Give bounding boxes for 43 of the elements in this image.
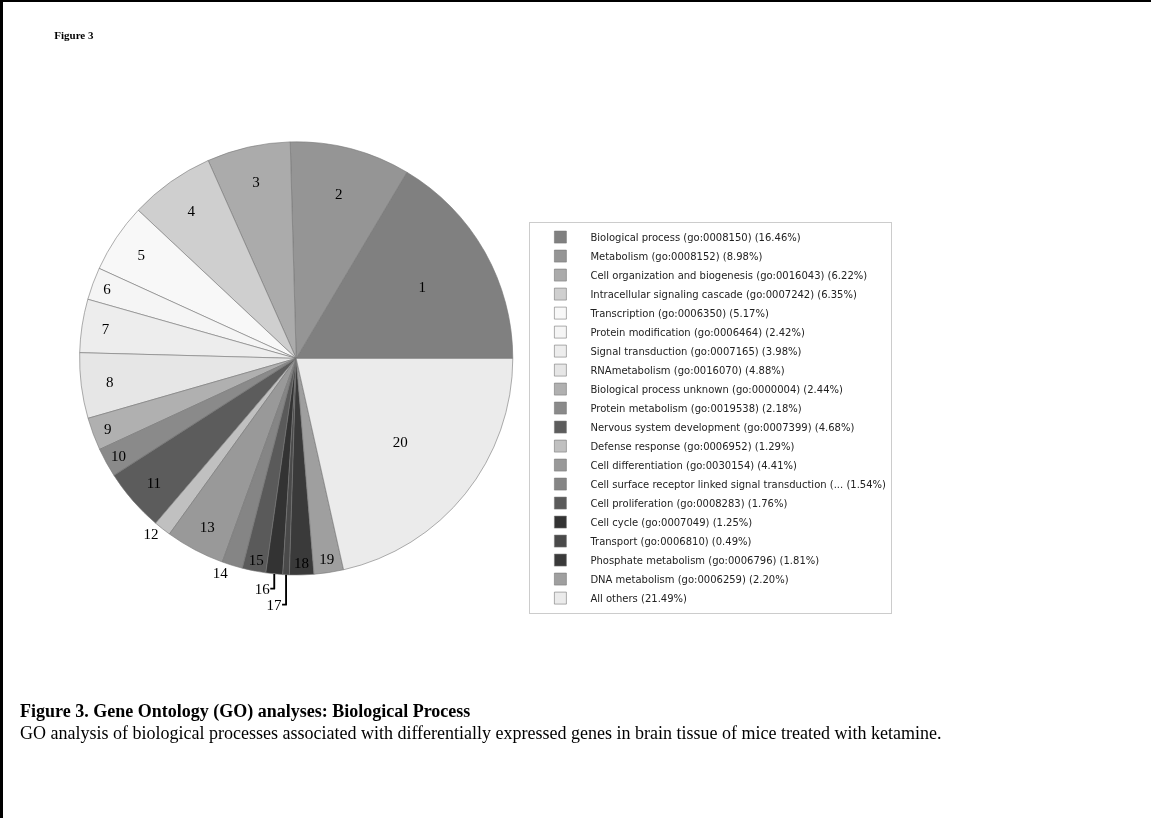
text: 2 xyxy=(335,186,343,203)
legend-label: Transport (go:0006810) (0.49%) xyxy=(589,536,752,547)
text: 16 xyxy=(254,580,270,597)
legend-label: Nervous system development (go:0007399) (4.68%) xyxy=(590,422,855,433)
legend-label: Cell cycle (go:0007049) (1.25%) xyxy=(590,517,753,528)
legend-label: Cell organization and biogenesis (go:0016043) (6.22%) xyxy=(590,270,868,281)
legend-label: Biological process unknown (go:0000004) (2.44%) xyxy=(590,384,844,395)
legend-label: All others (21.49%) xyxy=(590,593,688,604)
legend-label: Cell surface receptor linked signal transduction (... (1.54%) xyxy=(590,479,887,490)
text: 9 xyxy=(103,420,112,437)
text: 18 xyxy=(293,555,309,572)
text: 1 xyxy=(418,278,426,295)
legend-label: Phosphate metabolism (go:0006796) (1.81%) xyxy=(590,555,820,566)
text: 11 xyxy=(146,474,162,491)
text: 14 xyxy=(212,564,228,581)
text: 10 xyxy=(110,447,126,464)
text: 12 xyxy=(143,525,159,542)
text: 6 xyxy=(103,280,111,297)
text: 20 xyxy=(392,433,408,450)
legend-label: Cell differentiation (go:0030154) (4.41%) xyxy=(590,460,797,471)
caption: Figure 3. Gene Ontology (GO) analyses: Biological Process xyxy=(20,700,472,722)
legend-label: RNAmetabolism (go:0016070) (4.88%) xyxy=(590,365,785,376)
legend-label: Intracellular signaling cascade (go:0007242) (6.35%) xyxy=(590,289,857,300)
chart-title: Figure 3 xyxy=(54,28,95,41)
legend-label: Biological process (go:0008150) (16.46%) xyxy=(590,232,801,243)
text: 8 xyxy=(106,374,114,391)
legend-label: Protein modification (go:0006464) (2.42%) xyxy=(590,327,805,338)
legend-label: DNA metabolism (go:0006259) (2.20%) xyxy=(590,574,789,585)
legend-label: Cell proliferation (go:0008283) (1.76%) xyxy=(590,498,788,509)
text: 15 xyxy=(248,551,264,568)
text: 3 xyxy=(252,173,260,190)
legend-label: Defense response (go:0006952) (1.29%) xyxy=(590,441,795,452)
text: 13 xyxy=(199,518,215,535)
legend-label: Protein metabolism (go:0019538) (2.18%) xyxy=(590,403,802,414)
text: 19 xyxy=(319,550,335,567)
text: 5 xyxy=(137,246,146,263)
text: 7 xyxy=(101,321,110,338)
text: 17 xyxy=(266,596,282,613)
legend-label: Signal transduction (go:0007165) (3.98%) xyxy=(590,346,802,357)
legend-label: Transcription (go:0006350) (5.17%) xyxy=(589,308,769,319)
text: 4 xyxy=(187,203,195,220)
legend-label: Metabolism (go:0008152) (8.98%) xyxy=(590,251,763,262)
text: GO analysis of biological processes associated with differentially expressed genes in brain tissue of mice treated with ketamine. xyxy=(20,722,943,744)
